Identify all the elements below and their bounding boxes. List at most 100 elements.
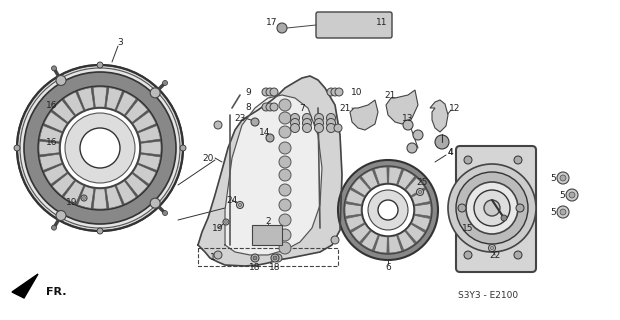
FancyBboxPatch shape: [316, 12, 392, 38]
Text: 5: 5: [559, 190, 565, 199]
Circle shape: [291, 118, 299, 127]
Circle shape: [24, 72, 176, 224]
Wedge shape: [78, 88, 94, 110]
Bar: [252, 225, 282, 245]
Circle shape: [291, 124, 299, 132]
Wedge shape: [106, 186, 122, 208]
Circle shape: [266, 88, 274, 96]
Polygon shape: [386, 90, 418, 124]
Circle shape: [314, 118, 324, 127]
Wedge shape: [361, 231, 378, 250]
Text: 4: 4: [447, 148, 453, 156]
Circle shape: [279, 112, 291, 124]
Circle shape: [266, 134, 274, 142]
Wedge shape: [117, 181, 136, 204]
Text: 24: 24: [226, 196, 237, 204]
Wedge shape: [138, 126, 161, 142]
Circle shape: [514, 251, 522, 259]
Circle shape: [448, 164, 536, 252]
Circle shape: [413, 130, 423, 140]
Circle shape: [56, 211, 66, 220]
Circle shape: [266, 103, 274, 111]
Circle shape: [279, 126, 291, 138]
Wedge shape: [117, 92, 136, 115]
Circle shape: [484, 200, 500, 216]
Circle shape: [251, 118, 259, 126]
Wedge shape: [93, 189, 107, 209]
Wedge shape: [345, 204, 361, 216]
Wedge shape: [406, 224, 425, 242]
Text: 18: 18: [249, 262, 261, 271]
Wedge shape: [78, 186, 94, 208]
Text: 17: 17: [266, 18, 278, 27]
Text: 22: 22: [489, 251, 500, 260]
Circle shape: [303, 124, 311, 132]
Circle shape: [97, 228, 103, 234]
Text: 25: 25: [416, 178, 428, 187]
Circle shape: [51, 66, 56, 71]
Wedge shape: [389, 167, 402, 184]
Circle shape: [458, 204, 466, 212]
Wedge shape: [44, 164, 67, 184]
Circle shape: [456, 172, 528, 244]
Circle shape: [223, 219, 229, 225]
Wedge shape: [398, 231, 415, 250]
Text: 5: 5: [550, 207, 556, 217]
Circle shape: [331, 88, 339, 96]
Circle shape: [56, 76, 66, 85]
Circle shape: [17, 65, 183, 231]
Wedge shape: [133, 112, 156, 132]
Circle shape: [251, 254, 259, 262]
Text: 14: 14: [259, 127, 271, 137]
Circle shape: [80, 128, 120, 168]
Circle shape: [81, 195, 87, 201]
Circle shape: [327, 118, 335, 127]
Text: 13: 13: [402, 114, 414, 123]
Text: 10: 10: [352, 87, 363, 97]
Wedge shape: [374, 236, 388, 253]
Circle shape: [368, 190, 408, 230]
Circle shape: [314, 124, 324, 132]
Circle shape: [489, 244, 495, 252]
Circle shape: [97, 62, 103, 68]
Circle shape: [566, 189, 578, 201]
Wedge shape: [412, 215, 430, 230]
Wedge shape: [39, 141, 60, 155]
Circle shape: [273, 256, 277, 260]
Wedge shape: [93, 87, 107, 107]
Circle shape: [560, 209, 566, 215]
Circle shape: [490, 246, 494, 250]
Circle shape: [214, 121, 222, 129]
Circle shape: [150, 88, 160, 98]
Wedge shape: [361, 170, 378, 189]
Circle shape: [270, 103, 278, 111]
Circle shape: [327, 88, 335, 96]
Text: 16: 16: [46, 100, 58, 109]
Wedge shape: [406, 178, 425, 196]
Circle shape: [14, 145, 20, 151]
Wedge shape: [106, 88, 122, 110]
Polygon shape: [350, 100, 378, 130]
Text: 21: 21: [384, 91, 396, 100]
Circle shape: [335, 88, 343, 96]
Circle shape: [279, 199, 291, 211]
Polygon shape: [225, 95, 322, 255]
Circle shape: [418, 190, 422, 194]
Wedge shape: [352, 224, 370, 242]
Text: 23: 23: [234, 114, 246, 123]
Circle shape: [303, 114, 311, 123]
Circle shape: [291, 114, 299, 123]
Text: 1: 1: [210, 253, 216, 262]
Text: 5: 5: [550, 173, 556, 182]
Wedge shape: [374, 167, 388, 184]
Circle shape: [464, 156, 472, 164]
Wedge shape: [346, 189, 365, 204]
Wedge shape: [412, 189, 430, 204]
Text: 6: 6: [385, 263, 391, 273]
Bar: [198, 248, 338, 266]
Circle shape: [514, 156, 522, 164]
Circle shape: [180, 145, 186, 151]
Circle shape: [557, 206, 569, 218]
Text: 18: 18: [269, 262, 281, 271]
Circle shape: [331, 236, 339, 244]
